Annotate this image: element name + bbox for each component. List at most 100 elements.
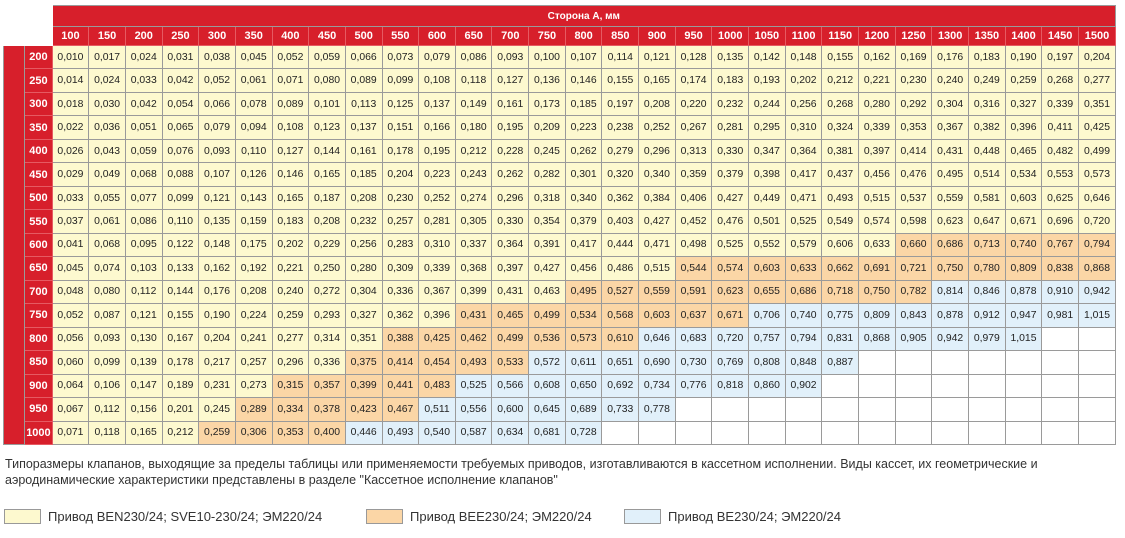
table-cell: 0,135 xyxy=(198,209,236,234)
table-cell: 0,692 xyxy=(601,373,640,399)
legend-swatch-yellow xyxy=(4,509,41,524)
table-cell: 0,476 xyxy=(711,209,750,234)
table-cell: 0,427 xyxy=(638,209,676,234)
table-cell: 0,249 xyxy=(968,68,1006,93)
empty-cell xyxy=(1077,420,1117,445)
table-cell: 0,245 xyxy=(198,397,236,422)
table-cell: 0,220 xyxy=(674,91,713,117)
table-row: 700 0,048 0,080 0,112 0,144 0,176 0,208 0,240 0,… xyxy=(4,279,1117,305)
table-cell: 0,452 xyxy=(674,209,713,234)
table-cell: 0,161 xyxy=(344,138,383,164)
table-cell: 1,015 xyxy=(1004,326,1043,352)
table-cell: 0,079 xyxy=(418,44,456,70)
table-cell: 0,201 xyxy=(161,397,200,422)
table-cell: 0,942 xyxy=(1077,279,1117,305)
table-cell: 0,024 xyxy=(124,44,163,70)
table-cell: 0,292 xyxy=(894,91,933,117)
row-header: 800 xyxy=(24,326,53,352)
table-row: 1000 0,071 0,118 0,165 0,212 0,259 0,306 0,353 0… xyxy=(4,420,1117,445)
table-cell: 0,101 xyxy=(308,91,346,117)
table-cell: 0,125 xyxy=(381,91,420,117)
table-cell: 0,540 xyxy=(418,420,456,445)
table-cell: 0,591 xyxy=(674,279,713,305)
table-cell: 0,176 xyxy=(931,44,970,70)
table-cell: 0,483 xyxy=(418,373,456,399)
table-cell: 0,633 xyxy=(858,232,896,258)
table-cell: 0,296 xyxy=(271,350,310,375)
table-cell: 0,690 xyxy=(638,350,676,375)
table-cell: 0,052 xyxy=(271,44,310,70)
table-cell: 0,107 xyxy=(198,162,236,187)
table-cell: 0,446 xyxy=(344,420,383,445)
table-cell: 0,378 xyxy=(308,397,346,422)
table-cell: 0,162 xyxy=(858,44,896,70)
row-header: 400 xyxy=(24,138,53,164)
table-cell: 0,204 xyxy=(381,162,420,187)
table-cell: 0,431 xyxy=(931,138,970,164)
table-cell: 0,240 xyxy=(931,68,970,93)
table-cell: 0,208 xyxy=(234,279,273,305)
table-cell: 0,147 xyxy=(124,373,163,399)
table-cell: 0,293 xyxy=(308,303,346,328)
table-cell: 0,728 xyxy=(564,420,603,445)
table-cell: 0,110 xyxy=(161,209,200,234)
table-cell: 0,794 xyxy=(784,326,823,352)
table-cell: 0,324 xyxy=(821,115,860,140)
table-cell: 0,493 xyxy=(821,185,860,211)
column-header: 850 xyxy=(601,26,640,46)
table-cell: 0,757 xyxy=(748,326,786,352)
table-cell: 0,769 xyxy=(711,350,750,375)
table-cell: 0,059 xyxy=(308,44,346,70)
table-cell: 0,301 xyxy=(564,162,603,187)
table-cell: 0,281 xyxy=(711,115,750,140)
table-cell: 0,637 xyxy=(674,303,713,328)
empty-cell xyxy=(858,420,896,445)
column-header: 400 xyxy=(271,26,310,46)
table-row: 600 0,041 0,068 0,095 0,122 0,148 0,175 0,202 0,… xyxy=(4,232,1117,258)
table-cell: 0,780 xyxy=(968,256,1006,281)
table-cell: 0,093 xyxy=(88,326,126,352)
table-cell: 0,178 xyxy=(161,350,200,375)
row-header: 200 xyxy=(24,44,53,70)
table-cell: 0,809 xyxy=(1004,256,1043,281)
row-header: 250 xyxy=(24,68,53,93)
table-cell: 0,775 xyxy=(821,303,860,328)
table-cell: 0,606 xyxy=(821,232,860,258)
row-header: 550 xyxy=(24,209,53,234)
empty-cell xyxy=(1077,373,1117,399)
table-cell: 0,327 xyxy=(344,303,383,328)
area-table: Сторона А, мм 100 150 200 250 300 350 400 450 50… xyxy=(2,5,1117,445)
table-cell: 0,061 xyxy=(88,209,126,234)
column-header: 1050 xyxy=(748,26,786,46)
table-cell: 0,878 xyxy=(1004,279,1043,305)
legend: Привод BEN230/24; SVE10-230/24; ЭМ220/24… xyxy=(0,509,1125,529)
table-cell: 0,868 xyxy=(1077,256,1117,281)
table-cell: 0,337 xyxy=(454,232,493,258)
table-cell: 0,534 xyxy=(1004,162,1043,187)
table-cell: 0,671 xyxy=(711,303,750,328)
table-cell: 0,398 xyxy=(748,162,786,187)
table-cell: 0,089 xyxy=(271,91,310,117)
column-header: 450 xyxy=(308,26,346,46)
row-header: 450 xyxy=(24,162,53,187)
table-cell: 0,391 xyxy=(528,232,566,258)
row-header: 600 xyxy=(24,232,53,258)
empty-cell xyxy=(748,420,786,445)
table-cell: 0,808 xyxy=(748,350,786,375)
empty-cell xyxy=(638,420,676,445)
table-cell: 0,706 xyxy=(748,303,786,328)
table-cell: 0,268 xyxy=(821,91,860,117)
table-cell: 0,155 xyxy=(821,44,860,70)
empty-cell xyxy=(711,397,750,422)
empty-cell xyxy=(784,397,823,422)
table-cell: 0,126 xyxy=(234,162,273,187)
table-cell: 0,942 xyxy=(931,326,970,352)
table-row: 950 0,067 0,112 0,156 0,201 0,245 0,289 0,334 0,… xyxy=(4,397,1117,422)
table-cell: 0,135 xyxy=(711,44,750,70)
table-cell: 0,515 xyxy=(858,185,896,211)
table-cell: 0,183 xyxy=(271,209,310,234)
table-cell: 0,127 xyxy=(271,138,310,164)
table-cell: 0,397 xyxy=(491,256,530,281)
table-cell: 0,437 xyxy=(821,162,860,187)
table-cell: 0,339 xyxy=(1041,91,1079,117)
